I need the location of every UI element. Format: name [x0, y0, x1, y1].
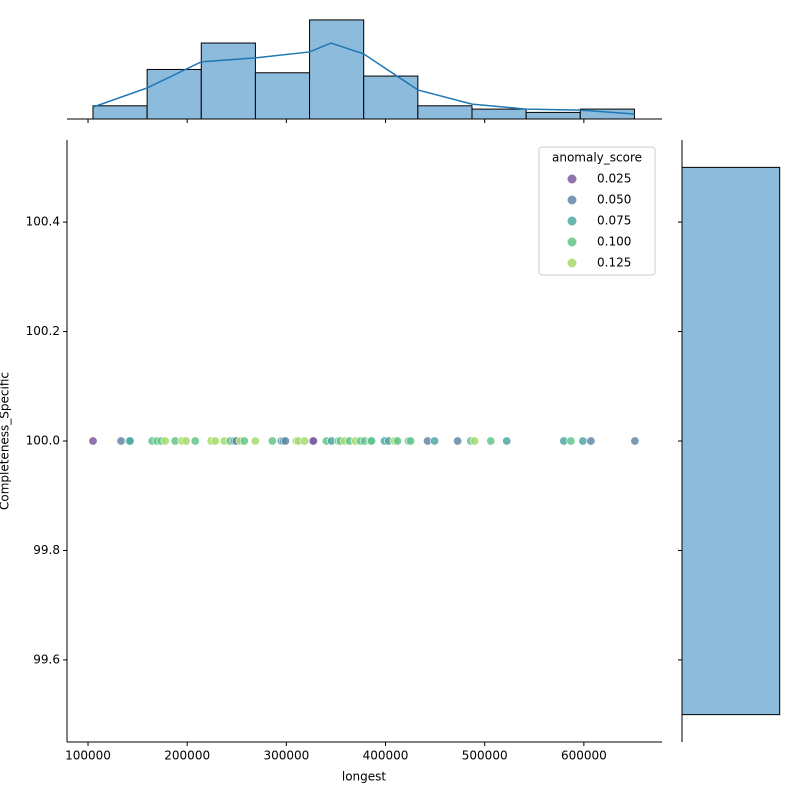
legend-marker: [567, 237, 577, 247]
legend-marker: [567, 258, 577, 268]
scatter-point: [267, 436, 277, 446]
y-axis-label: Completeness_Specific: [0, 372, 12, 510]
scatter-point: [88, 436, 98, 446]
x-tick-label: 100000: [65, 749, 111, 763]
scatter-point: [308, 436, 318, 446]
scatter-point: [125, 436, 135, 446]
hist-bar: [525, 111, 581, 120]
scatter-point: [299, 436, 309, 446]
y-tick-label: 100.0: [26, 434, 60, 448]
legend-label: 0.100: [597, 235, 631, 249]
hist-bar: [471, 108, 527, 120]
scatter-point: [181, 436, 191, 446]
scatter-point: [210, 436, 220, 446]
x-tick-label: 500000: [462, 749, 508, 763]
y-tick-label: 99.6: [33, 652, 60, 666]
scatter-point: [239, 436, 249, 446]
scatter-point: [367, 436, 377, 446]
scatter-point: [566, 436, 576, 446]
scatter-point: [250, 436, 260, 446]
legend-marker: [567, 216, 577, 226]
legend-label: 0.050: [597, 193, 631, 207]
legend-label: 0.075: [597, 214, 631, 228]
hist-bar: [146, 68, 202, 120]
scatter-point: [406, 436, 416, 446]
x-tick-label: 300000: [263, 749, 309, 763]
x-tick-label: 400000: [363, 749, 409, 763]
scatter-point: [453, 436, 463, 446]
scatter-point: [502, 436, 512, 446]
scatter-point: [586, 436, 596, 446]
scatter-point: [486, 436, 496, 446]
legend-label: 0.025: [597, 172, 631, 186]
hist-bar: [309, 19, 365, 120]
legend-marker: [567, 174, 577, 184]
scatter-point: [116, 436, 126, 446]
scatter-point: [470, 436, 480, 446]
scatter-point: [280, 436, 290, 446]
scatter-point: [190, 436, 200, 446]
x-tick-label: 200000: [164, 749, 210, 763]
y-tick-label: 99.8: [33, 543, 60, 557]
hist-bar: [363, 75, 419, 120]
scatter-point: [578, 436, 588, 446]
hist-bar: [254, 72, 311, 120]
legend-label: 0.125: [597, 256, 631, 270]
scatter-point: [393, 436, 403, 446]
hist-bar-horizontal: [681, 166, 781, 716]
y-tick-label: 100.2: [26, 324, 60, 338]
kde-line: [92, 42, 635, 115]
scatter-point: [160, 436, 170, 446]
legend-marker: [567, 195, 577, 205]
x-axis-label: longest: [342, 770, 387, 784]
scatter-point: [430, 436, 440, 446]
x-tick-label: 600000: [561, 749, 607, 763]
hist-bar: [92, 105, 148, 120]
scatter-point: [630, 436, 640, 446]
legend-title: anomaly_score: [552, 151, 642, 165]
hist-bar: [417, 105, 473, 120]
hist-bar: [200, 42, 256, 120]
y-tick-label: 100.4: [26, 215, 60, 229]
